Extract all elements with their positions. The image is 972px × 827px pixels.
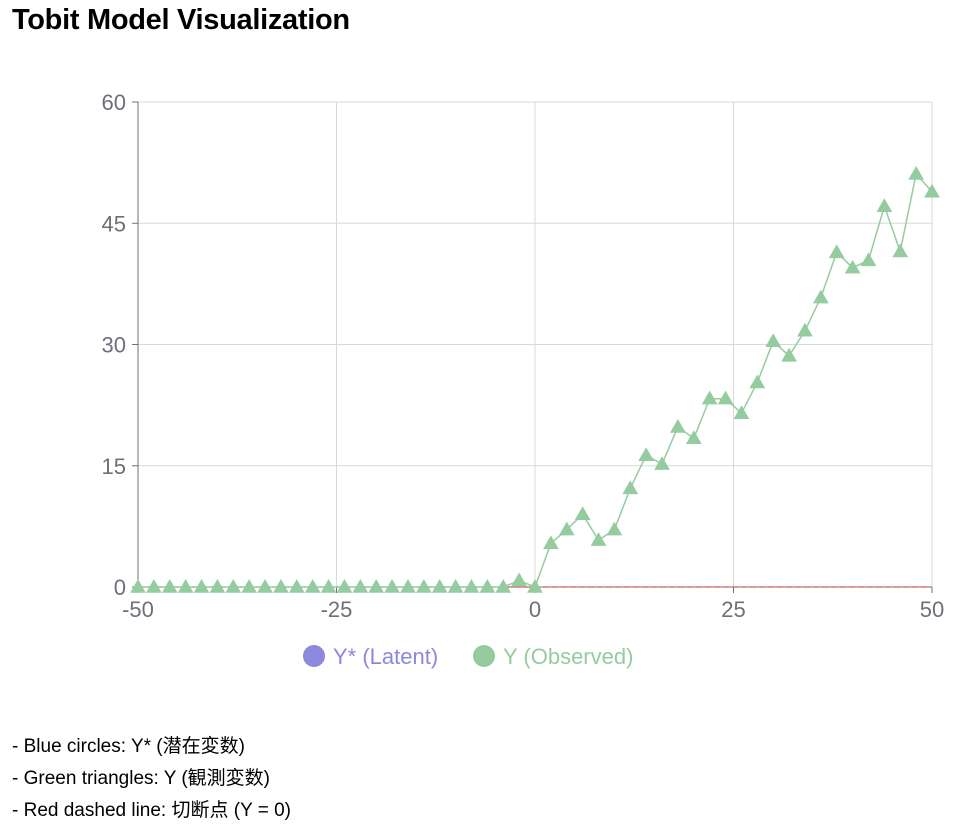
observed-point-triangle xyxy=(193,578,210,593)
observed-point-triangle xyxy=(622,480,639,495)
legend-label: Y* (Latent) xyxy=(333,644,438,669)
observed-point-triangle xyxy=(590,532,607,546)
observed-point-triangle xyxy=(257,578,273,593)
observed-point-triangle xyxy=(717,390,734,405)
observed-point-triangle xyxy=(177,578,194,593)
observed-point-triangle xyxy=(924,183,940,198)
observed-point-triangle xyxy=(273,578,289,593)
legend-label: Y (Observed) xyxy=(503,644,633,669)
observed-point-triangle xyxy=(527,578,543,593)
legend[interactable]: Y* (Latent) Y (Observed) xyxy=(303,644,633,669)
observed-point-triangle xyxy=(543,535,559,550)
page-title: Tobit Model Visualization xyxy=(12,4,350,36)
x-tick-label: -50 xyxy=(122,597,154,622)
observed-point-triangle xyxy=(828,244,845,259)
note-latent: - Blue circles: Y* (潜在変数) xyxy=(12,736,245,757)
tobit-chart: -50 -25 0 25 50 0 15 30 45 60 Y* (Latent) Y (Obser… xyxy=(102,90,945,669)
x-tick-label: 25 xyxy=(721,597,745,622)
observed-point-triangle xyxy=(781,347,797,362)
x-tick-label: -25 xyxy=(321,597,353,622)
observed-point-triangle xyxy=(336,578,353,593)
observed-point-triangle xyxy=(733,405,750,419)
observed-point-triangle xyxy=(495,578,512,593)
legend-circle-icon xyxy=(473,645,495,667)
observed-point-triangle xyxy=(447,578,464,593)
observed-point-triangle xyxy=(463,578,480,593)
observed-point-triangle xyxy=(161,578,178,593)
series xyxy=(130,165,940,593)
observed-point-triangle xyxy=(368,578,385,593)
note-cutoff: - Red dashed line: 切断点 (Y = 0) xyxy=(12,800,291,821)
observed-point-triangle xyxy=(606,521,623,536)
y-tick-label: 15 xyxy=(102,454,126,479)
observed-point-triangle xyxy=(654,456,670,470)
observed-point-triangle xyxy=(288,578,305,593)
note-observed: - Green triangles: Y (観測変数) xyxy=(12,768,270,789)
observed-point-triangle xyxy=(797,322,813,337)
observed-point-triangle xyxy=(701,390,718,405)
observed-point-triangle xyxy=(670,418,686,433)
observed-point-triangle xyxy=(225,578,242,593)
observed-point-triangle xyxy=(146,578,162,593)
x-tick-label: 0 xyxy=(529,597,541,622)
observed-point-triangle xyxy=(749,374,766,389)
y-tick-label: 60 xyxy=(102,90,126,115)
legend-item[interactable]: Y* (Latent) xyxy=(303,644,438,669)
observed-point-triangle xyxy=(892,243,909,258)
observed-point-triangle xyxy=(511,572,527,587)
observed-point-triangle xyxy=(130,578,146,593)
observed-point-triangle xyxy=(685,430,702,445)
observed-point-triangle xyxy=(844,259,861,274)
observed-point-triangle xyxy=(812,289,829,304)
legend-circle-icon xyxy=(303,645,325,667)
observed-point-triangle xyxy=(558,521,575,536)
observed-point-triangle xyxy=(479,578,496,593)
observed-point-triangle xyxy=(209,578,226,593)
legend-item[interactable]: Y (Observed) xyxy=(473,644,633,669)
observed-point-triangle xyxy=(431,578,448,593)
observed-point-triangle xyxy=(241,578,258,593)
notes-list: - Blue circles: Y* (潜在変数) - Green triang… xyxy=(12,731,291,827)
observed-point-triangle xyxy=(908,165,924,180)
observed-point-triangle xyxy=(320,578,337,593)
observed-point-triangle xyxy=(765,333,782,348)
y-tick-label: 45 xyxy=(102,211,126,236)
observed-point-triangle xyxy=(876,198,893,213)
x-tick-label: 50 xyxy=(920,597,944,622)
observed-point-triangle xyxy=(860,252,877,267)
y-tick-label: 30 xyxy=(102,333,126,358)
observed-point-triangle xyxy=(415,578,432,593)
grid xyxy=(137,101,933,588)
observed-point-triangle xyxy=(384,578,400,593)
observed-point-triangle xyxy=(352,578,369,593)
observed-point-triangle xyxy=(304,578,321,593)
observed-point-triangle xyxy=(638,447,655,461)
observed-point-triangle xyxy=(574,506,591,520)
axes: -50 -25 0 25 50 0 15 30 45 60 xyxy=(102,90,945,622)
y-tick-label: 0 xyxy=(114,575,126,600)
observed-point-triangle xyxy=(400,578,416,593)
